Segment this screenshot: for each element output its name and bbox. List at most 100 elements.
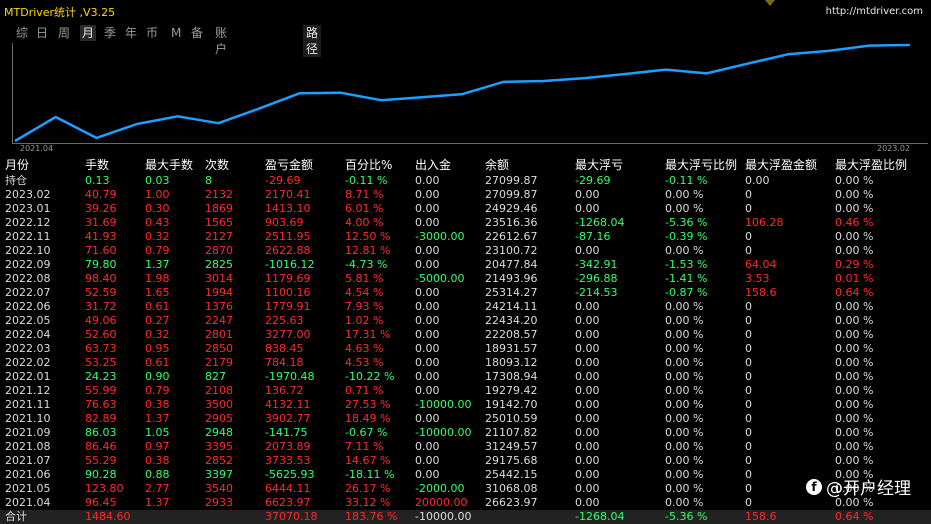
cell: 0.00 %: [835, 398, 873, 412]
cell: 2179: [205, 356, 233, 370]
tab-1[interactable]: 日: [36, 25, 48, 41]
table-header: 月份 手数 最大手数次数 盈亏金额 百分比% 出入金 余额 最大浮亏 最大浮亏比例最大浮盈金额 最…: [0, 157, 931, 171]
cell: 2022.05: [5, 314, 51, 328]
cell: 2127: [205, 230, 233, 244]
cell: 2022.12: [5, 216, 51, 230]
tab-4[interactable]: 季: [104, 25, 116, 41]
cell: 2905: [205, 412, 233, 426]
column-header[interactable]: 手数: [85, 157, 109, 173]
column-header[interactable]: 月份: [5, 157, 29, 173]
column-header[interactable]: 最大浮亏: [575, 157, 623, 173]
tab-2[interactable]: 周: [58, 25, 70, 41]
cell: 0: [745, 300, 752, 314]
cell: 2511.95: [265, 230, 311, 244]
cell: 2021.12: [5, 384, 51, 398]
cell: 25442.15: [485, 468, 538, 482]
column-header[interactable]: 最大浮盈金额: [745, 157, 817, 173]
column-header[interactable]: 最大浮亏比例: [665, 157, 737, 173]
column-header[interactable]: 次数: [205, 157, 229, 173]
column-header[interactable]: 盈亏金额: [265, 157, 313, 173]
cell: 27099.87: [485, 174, 538, 188]
cell: 0.00 %: [665, 496, 703, 510]
cell: 0.79: [145, 244, 170, 258]
cell: 784.18: [265, 356, 304, 370]
cell: 3395: [205, 440, 233, 454]
column-header[interactable]: 余额: [485, 157, 509, 173]
cell: 2933: [205, 496, 233, 510]
cell: 40.79: [85, 188, 117, 202]
cell: 2022.04: [5, 328, 51, 342]
cell: 1.98: [145, 272, 170, 286]
tab-8[interactable]: 备: [191, 25, 203, 41]
cell: 0.00: [575, 384, 600, 398]
cell: 0.00: [745, 174, 770, 188]
cell: 1869: [205, 202, 233, 216]
cell: 52.59: [85, 286, 117, 300]
cell: 2801: [205, 328, 233, 342]
tab-5[interactable]: 年: [125, 25, 137, 41]
cell: 4.00 %: [345, 216, 383, 230]
cell: 0.00: [415, 300, 440, 314]
cell: 0.00 %: [835, 230, 873, 244]
cell: 0.00 %: [665, 468, 703, 482]
cell: 0.13: [85, 174, 110, 188]
cell: 22434.20: [485, 314, 538, 328]
cell: 0.00: [575, 244, 600, 258]
cell: 14.67 %: [345, 454, 390, 468]
cell: 0.01 %: [835, 272, 873, 286]
tab-6[interactable]: 币: [146, 25, 158, 41]
cell: 0.00: [575, 300, 600, 314]
cell: 0.95: [145, 342, 170, 356]
column-header[interactable]: 出入金: [415, 157, 451, 173]
cell: 26.17 %: [345, 482, 390, 496]
cell: 12.50 %: [345, 230, 390, 244]
cell: 0.00 %: [665, 440, 703, 454]
cell: 0.38: [145, 398, 170, 412]
cell: 0.00 %: [835, 314, 873, 328]
column-header[interactable]: 最大浮盈比例: [835, 157, 907, 173]
cell: 0: [745, 370, 752, 384]
app-title: MTDriver统计 ,V3.25: [4, 4, 115, 20]
cell: 26623.97: [485, 496, 538, 510]
cell: 96.45: [85, 496, 117, 510]
cell: 22208.57: [485, 328, 538, 342]
cell: 0.00: [415, 440, 440, 454]
tab-3[interactable]: 月: [80, 25, 96, 41]
tab-7[interactable]: M: [171, 25, 181, 41]
cell: 31249.57: [485, 440, 538, 454]
cell: 0.00: [575, 496, 600, 510]
cell: -0.11 %: [345, 174, 387, 188]
cell: 41.93: [85, 230, 117, 244]
cell: 0: [745, 328, 752, 342]
cell: 0.00 %: [665, 370, 703, 384]
cell: 0.00: [575, 482, 600, 496]
cell: 2.77: [145, 482, 170, 496]
cell: 4132.11: [265, 398, 311, 412]
cell: 79.80: [85, 258, 117, 272]
column-header[interactable]: 最大手数: [145, 157, 193, 173]
tab-0[interactable]: 综: [16, 25, 28, 41]
cell: 21493.96: [485, 272, 538, 286]
cell: 39.26: [85, 202, 117, 216]
cell: 0: [745, 412, 752, 426]
cell: 3733.53: [265, 454, 311, 468]
cell: -296.88: [575, 272, 617, 286]
cell: 0.00: [575, 314, 600, 328]
cell: 0.00: [575, 440, 600, 454]
cell: 0.00: [575, 370, 600, 384]
cell: 1100.16: [265, 286, 311, 300]
website-link[interactable]: http://mtdriver.com: [826, 6, 923, 17]
cell: 0.00: [415, 468, 440, 482]
cell: 0.00: [415, 412, 440, 426]
cell: 0.32: [145, 230, 170, 244]
caret-down-icon[interactable]: [765, 0, 775, 6]
column-header[interactable]: 百分比%: [345, 157, 392, 173]
cell: 23516.36: [485, 216, 538, 230]
cell: 1779.91: [265, 300, 311, 314]
cell: 827: [205, 370, 226, 384]
cell: 0.00: [415, 174, 440, 188]
cell: 0.64 %: [835, 286, 873, 300]
cell: 0.00 %: [835, 384, 873, 398]
